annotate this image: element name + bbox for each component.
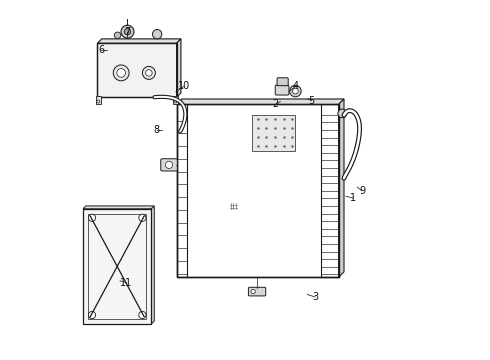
Circle shape (251, 289, 255, 294)
Text: 7: 7 (124, 27, 130, 37)
FancyBboxPatch shape (248, 287, 266, 296)
Bar (173, 96, 178, 104)
Circle shape (121, 25, 134, 38)
Bar (96, 96, 101, 104)
Bar (88, 214, 146, 319)
Bar (98, 43, 176, 97)
Bar (176, 104, 187, 277)
Text: 3: 3 (312, 292, 318, 302)
Circle shape (174, 100, 177, 103)
Polygon shape (176, 99, 344, 104)
Bar (176, 104, 339, 277)
Circle shape (117, 68, 125, 77)
Circle shape (97, 100, 100, 103)
Text: 4: 4 (293, 81, 298, 91)
Text: 6: 6 (98, 45, 104, 55)
Circle shape (88, 311, 96, 319)
Circle shape (152, 30, 162, 39)
Bar (252, 115, 295, 151)
Bar (176, 104, 339, 277)
Circle shape (124, 28, 131, 35)
Text: 2: 2 (272, 99, 279, 109)
Polygon shape (83, 206, 154, 209)
Circle shape (114, 32, 121, 39)
Circle shape (143, 66, 155, 79)
Circle shape (88, 214, 96, 221)
Circle shape (290, 85, 301, 97)
Bar (98, 43, 176, 97)
Text: 11: 11 (120, 278, 132, 288)
Bar (320, 104, 339, 277)
Polygon shape (176, 39, 181, 97)
Circle shape (139, 214, 146, 221)
Text: 9: 9 (359, 186, 365, 196)
Text: 8: 8 (154, 125, 160, 135)
FancyBboxPatch shape (161, 159, 177, 171)
Text: 1: 1 (350, 193, 356, 203)
Circle shape (293, 88, 298, 94)
Text: 10: 10 (178, 81, 190, 91)
Polygon shape (339, 99, 344, 277)
Text: 5: 5 (309, 96, 315, 106)
Circle shape (338, 109, 346, 118)
Circle shape (113, 65, 129, 81)
Polygon shape (151, 206, 154, 324)
Circle shape (146, 69, 152, 76)
Polygon shape (98, 39, 181, 43)
Circle shape (166, 161, 172, 168)
Circle shape (139, 311, 146, 319)
FancyBboxPatch shape (277, 78, 288, 86)
FancyBboxPatch shape (275, 85, 289, 95)
Bar (83, 209, 151, 324)
